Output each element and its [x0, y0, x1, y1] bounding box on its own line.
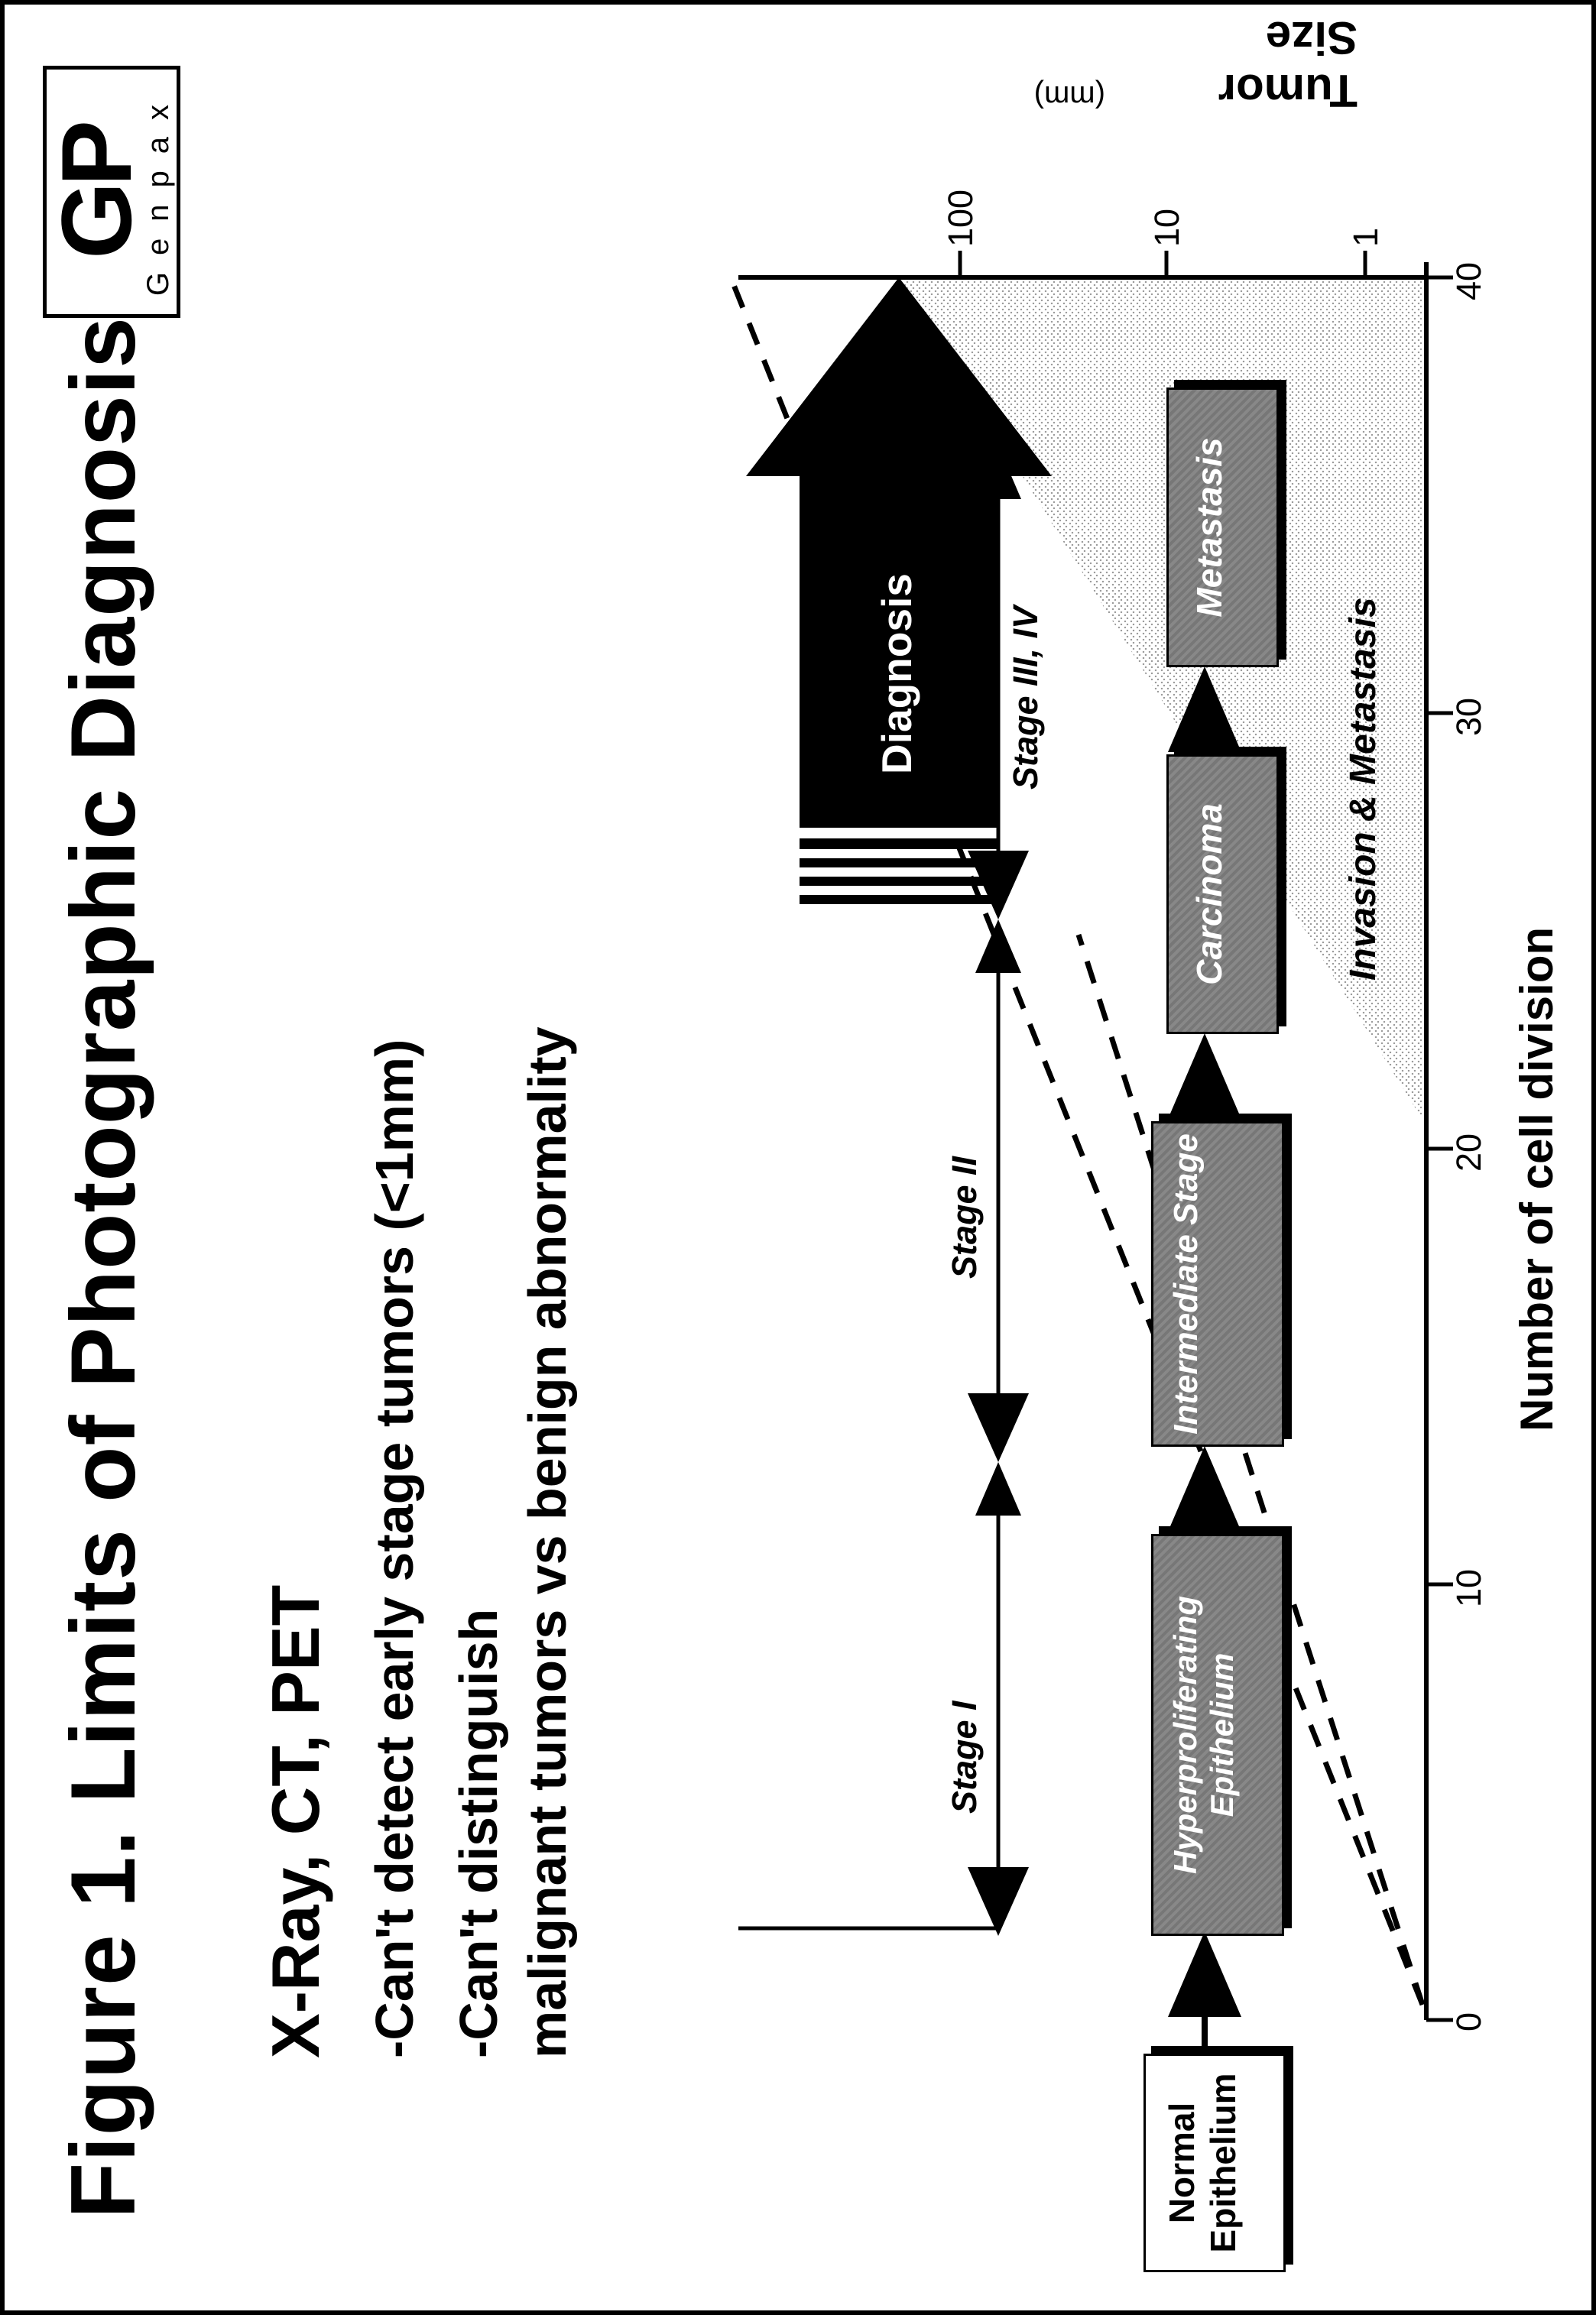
subheading: X-Ray, CT, PET	[257, 1585, 335, 2058]
box-hyper: Hyperproliferating Epithelium	[1151, 1534, 1284, 1936]
ytick-10: 10	[1147, 209, 1187, 247]
label-stage2: Stage II	[945, 1156, 985, 1279]
y-axis-label: Tumor Size	[1218, 11, 1358, 117]
bullet-2-line2: malignant tumors vs benign abnormality	[517, 1026, 578, 2058]
y-axis-unit: (mm)	[1034, 79, 1105, 113]
bullet-2-line1: -Can't distinguish	[448, 1609, 509, 2058]
label-diagnosis: Diagnosis	[872, 573, 921, 774]
ytick-100: 100	[941, 190, 981, 247]
x-axis-label: Number of cell division	[1510, 927, 1563, 1431]
xtick-30: 30	[1449, 698, 1489, 736]
box-carcinoma: Carcinoma	[1166, 754, 1279, 1034]
bullet-1: -Can't detect early stage tumors (<1mm)	[364, 1039, 425, 2058]
chart-area: Normal Epithelium Hyperproliferating Epi…	[616, 170, 1495, 2158]
xtick-40: 40	[1449, 262, 1489, 300]
logo-sub: Genpax	[141, 70, 176, 314]
figure-title: Figure 1. Limits of Photographic Diagnos…	[50, 316, 156, 2219]
label-stage1: Stage I	[945, 1701, 985, 1814]
box-intermediate: Intermediate Stage	[1151, 1121, 1284, 1447]
logo-box: GP Genpax	[43, 66, 180, 318]
label-stage3: Stage III, IV	[1006, 606, 1046, 789]
box-metastasis: Metastasis	[1166, 387, 1279, 667]
box-normal: Normal Epithelium	[1143, 2054, 1286, 2272]
ytick-1: 1	[1346, 228, 1386, 247]
xtick-0: 0	[1449, 2012, 1489, 2031]
logo-main: GP	[47, 70, 146, 314]
xtick-10: 10	[1449, 1569, 1489, 1607]
chart-svg	[616, 170, 1503, 2158]
xtick-20: 20	[1449, 1133, 1489, 1172]
label-region: Invasion & Metastasis	[1342, 597, 1384, 981]
